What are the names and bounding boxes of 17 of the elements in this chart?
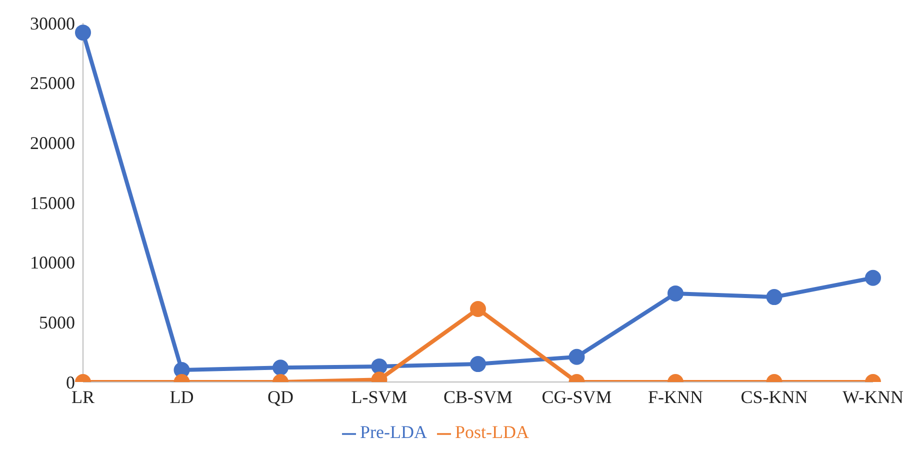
x-tick-label: CG-SVM — [542, 386, 612, 407]
legend-label: Post-LDA — [454, 422, 529, 442]
x-tick-label: F-KNN — [648, 386, 704, 407]
y-tick-label: 30000 — [30, 13, 75, 34]
y-tick-label: 20000 — [30, 133, 75, 154]
x-tick-label: W-KNN — [842, 386, 904, 407]
y-tick-label: 0 — [66, 372, 75, 392]
x-tick-label: QD — [268, 386, 294, 407]
y-tick-label: 10000 — [30, 252, 75, 273]
y-tick-label: 15000 — [30, 192, 75, 213]
x-tick-label: CS-KNN — [740, 386, 808, 407]
x-tick-label: CB-SVM — [443, 386, 513, 407]
y-tick-label: 5000 — [39, 312, 75, 333]
y-tick-label: 25000 — [30, 73, 75, 94]
legend-label: Pre-LDA — [360, 422, 427, 442]
x-tick-label: L-SVM — [351, 386, 408, 407]
x-tick-label: LD — [170, 386, 194, 407]
